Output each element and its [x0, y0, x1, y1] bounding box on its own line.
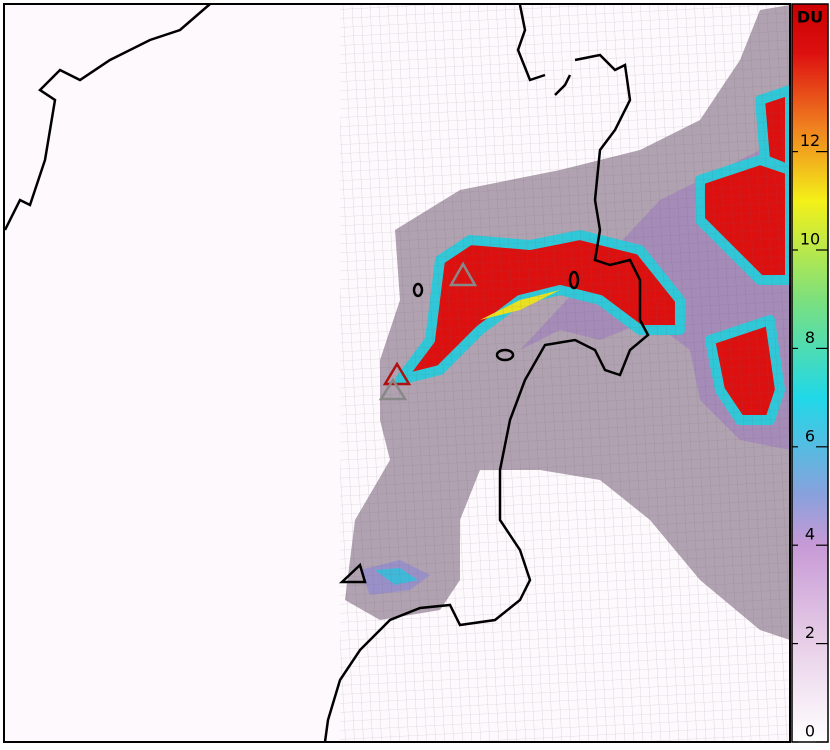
colorbar-tick-label: 8: [805, 328, 815, 347]
plume: [340, 4, 790, 742]
colorbar: 0 2 4 6 8 10 12 DU: [791, 3, 829, 743]
coastline: [4, 4, 650, 742]
colorbar-unit: DU: [797, 8, 823, 27]
colorbar-fill: [791, 3, 829, 743]
volcano-markers: [378, 261, 478, 401]
map: [4, 4, 790, 742]
colorbar-tick-label: 12: [800, 131, 820, 150]
colorbar-tick-label: 10: [800, 230, 820, 249]
colorbar-tick-label: 4: [805, 525, 815, 544]
colorbar-tick-label: 6: [805, 426, 815, 445]
colorbar-tick-label: 0: [805, 722, 815, 741]
map-frame: [3, 3, 791, 743]
colorbar-tick-label: 2: [805, 623, 815, 642]
